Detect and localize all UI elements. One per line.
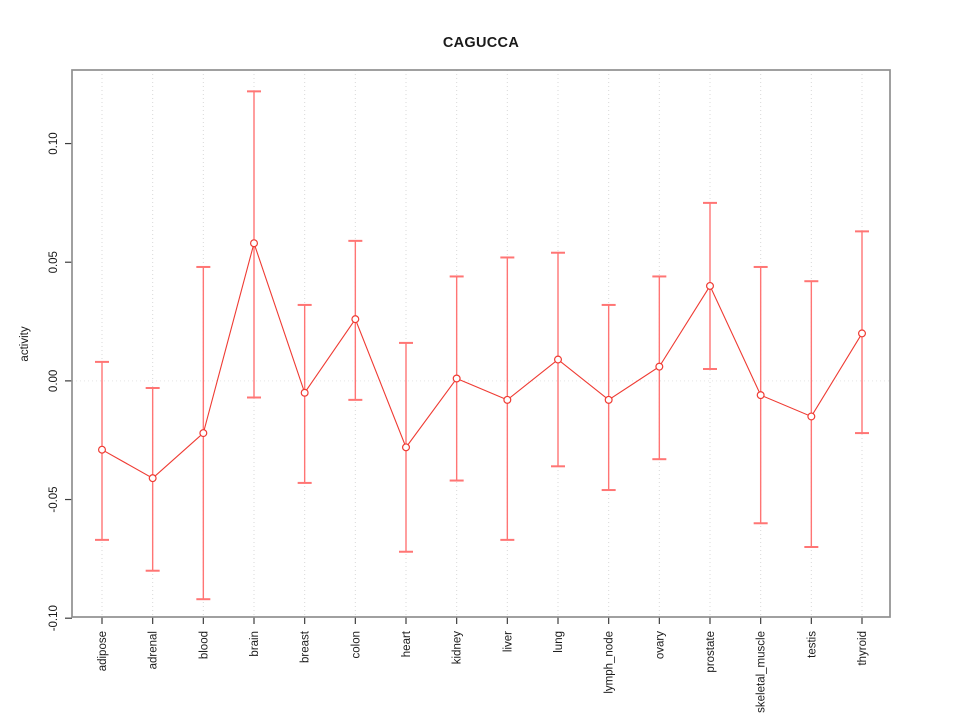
x-tick-label: skeletal_muscle: [756, 631, 768, 713]
data-point: [807, 412, 816, 421]
data-point: [756, 391, 765, 400]
x-tick-label: breast: [300, 630, 312, 663]
x-tick-label: prostate: [705, 631, 717, 673]
y-tick-label: 0.10: [48, 132, 60, 154]
x-tick-label: liver: [502, 631, 514, 652]
x-tick-label: colon: [350, 631, 362, 659]
data-point: [351, 315, 360, 324]
data-point: [402, 443, 411, 452]
data-point: [452, 374, 461, 383]
data-point: [655, 362, 664, 371]
x-tick-label: kidney: [452, 631, 464, 664]
data-point: [604, 395, 613, 404]
data-point: [503, 395, 512, 404]
y-tick-label: 0.00: [48, 370, 60, 392]
x-tick-label: adrenal: [148, 631, 160, 669]
chart-title: CAGUCCA: [443, 35, 519, 51]
series-line: [101, 241, 863, 479]
x-tick-label: blood: [198, 631, 210, 659]
y-tick-label: 0.05: [48, 251, 60, 273]
x-tick-label: heart: [401, 630, 413, 657]
y-axis-title: activity: [19, 326, 31, 361]
data-point: [553, 355, 562, 364]
data-point: [148, 474, 157, 483]
x-tick-label: thyroid: [857, 631, 869, 666]
y-tick-label: -0.10: [48, 605, 60, 631]
x-tick-label: brain: [249, 631, 261, 657]
x-tick-label: adipose: [97, 631, 109, 671]
plot-marks: -0.10 -0.05 0.00 0.05 0.10 adipose adrenal bloo…: [48, 69, 891, 713]
data-point: [250, 239, 259, 248]
x-tick-label: lung: [553, 631, 565, 653]
plot-frame: [71, 69, 891, 618]
y-tick-label: -0.05: [48, 486, 60, 512]
data-point: [199, 429, 208, 438]
data-point: [705, 281, 714, 290]
x-tick-label: lymph_node: [604, 631, 616, 694]
data-point: [300, 388, 309, 397]
data-point: [97, 445, 106, 454]
x-tick-label: ovary: [654, 631, 666, 659]
data-point: [857, 329, 866, 338]
x-tick-label: testis: [806, 631, 818, 658]
